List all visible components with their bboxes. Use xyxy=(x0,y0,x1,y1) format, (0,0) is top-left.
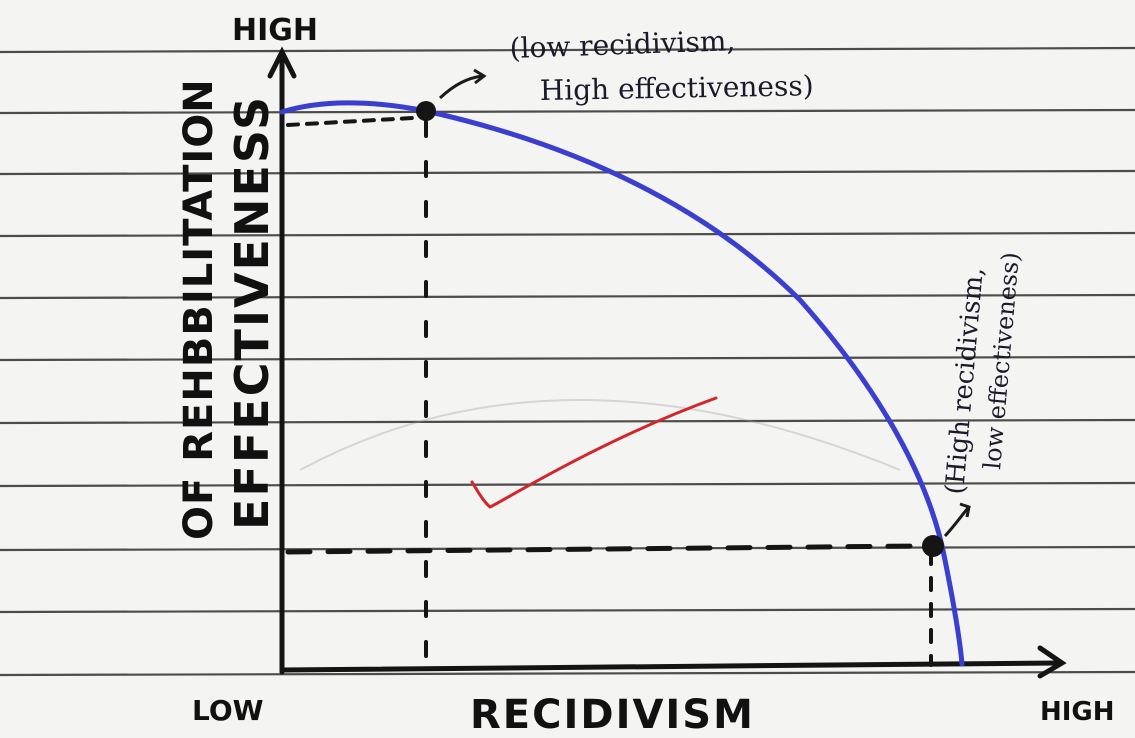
guide-lines xyxy=(288,118,931,668)
arrow-to-point-b xyxy=(945,508,968,536)
ruled-line xyxy=(0,672,1135,675)
annotation-point-a-line1: (low recidivism, xyxy=(509,24,736,65)
y-axis-high-label: HIGH xyxy=(232,13,318,48)
x-axis-high-label: HIGH xyxy=(1040,697,1115,727)
ruled-line xyxy=(0,110,1135,113)
arrow-to-point-a xyxy=(440,76,482,98)
checkmark-icon xyxy=(472,398,716,507)
y-axis-title-line2: EFFECTIVENESS xyxy=(225,95,279,530)
show-through-marks xyxy=(300,400,900,470)
ruled-line xyxy=(0,609,1135,612)
ruled-line xyxy=(0,171,1135,174)
effectiveness-curve xyxy=(282,103,962,664)
x-axis-low-label: LOW xyxy=(192,694,264,727)
ghost-arc xyxy=(300,400,900,470)
guide-horizontal-a xyxy=(288,118,412,125)
axes xyxy=(270,52,1062,676)
ruled-line xyxy=(0,233,1135,236)
x-axis-title: RECIDIVISM xyxy=(470,692,755,738)
y-axis-title-line1: OF REHBBILITATION xyxy=(176,78,222,540)
point-low-recidivism xyxy=(416,101,436,121)
point-high-recidivism xyxy=(922,535,944,557)
x-axis-line xyxy=(282,663,1058,670)
annotation-point-a-line2: High effectiveness) xyxy=(540,69,814,107)
